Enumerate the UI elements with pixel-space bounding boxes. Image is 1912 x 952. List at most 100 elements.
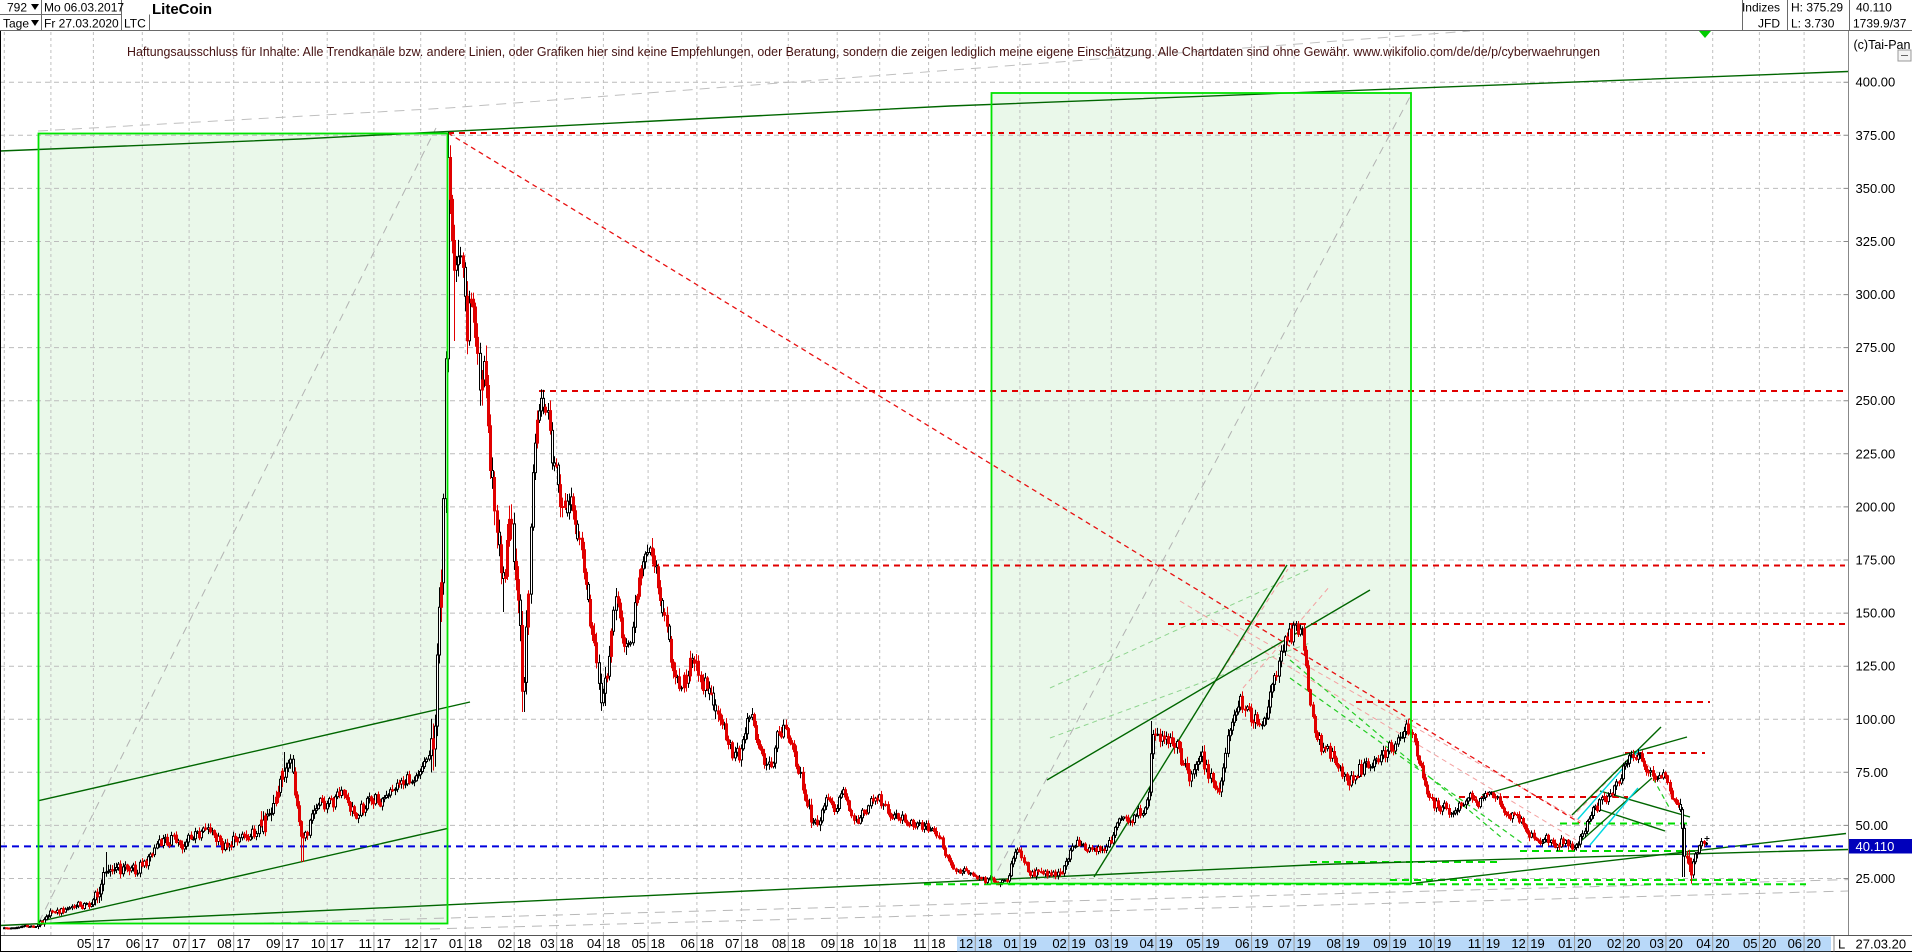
svg-text:Indizes: Indizes: [1742, 1, 1780, 15]
svg-text:18: 18: [744, 936, 758, 951]
svg-text:04: 04: [587, 936, 601, 951]
svg-text:18: 18: [606, 936, 620, 951]
svg-text:10: 10: [1418, 936, 1432, 951]
svg-text:(c)Tai-Pan: (c)Tai-Pan: [1854, 38, 1911, 52]
svg-text:20: 20: [1715, 936, 1729, 951]
svg-text:19: 19: [1071, 936, 1085, 951]
svg-text:17: 17: [285, 936, 299, 951]
svg-text:01: 01: [1003, 936, 1017, 951]
svg-text:18: 18: [559, 936, 573, 951]
svg-text:18: 18: [699, 936, 713, 951]
svg-text:H: 375.29: H: 375.29: [1791, 1, 1843, 15]
svg-text:L: L: [1838, 937, 1845, 952]
svg-text:200.00: 200.00: [1856, 499, 1896, 514]
svg-text:75.00: 75.00: [1856, 765, 1889, 780]
svg-text:11: 11: [1468, 936, 1482, 951]
svg-text:17: 17: [330, 936, 344, 951]
svg-text:09: 09: [266, 936, 280, 951]
svg-text:18: 18: [468, 936, 482, 951]
svg-text:02: 02: [1607, 936, 1621, 951]
svg-text:19: 19: [1392, 936, 1406, 951]
svg-text:19: 19: [1114, 936, 1128, 951]
svg-text:12: 12: [1511, 936, 1525, 951]
svg-text:18: 18: [931, 936, 945, 951]
svg-text:03: 03: [1649, 936, 1663, 951]
svg-text:05: 05: [632, 936, 646, 951]
svg-text:18: 18: [791, 936, 805, 951]
svg-text:300.00: 300.00: [1856, 287, 1896, 302]
svg-text:07: 07: [1278, 936, 1292, 951]
svg-text:01: 01: [449, 936, 463, 951]
svg-text:792: 792: [7, 1, 27, 15]
svg-text:06: 06: [1788, 936, 1802, 951]
svg-text:40.110: 40.110: [1856, 839, 1895, 854]
svg-text:05: 05: [1743, 936, 1757, 951]
svg-text:03: 03: [1095, 936, 1109, 951]
svg-text:09: 09: [1373, 936, 1387, 951]
svg-text:18: 18: [978, 936, 992, 951]
svg-text:Tage: Tage: [3, 17, 29, 31]
svg-text:25.000: 25.000: [1856, 871, 1896, 886]
svg-text:350.00: 350.00: [1856, 181, 1896, 196]
svg-text:17: 17: [236, 936, 250, 951]
svg-text:02: 02: [1052, 936, 1066, 951]
svg-text:18: 18: [651, 936, 665, 951]
svg-text:19: 19: [1297, 936, 1311, 951]
svg-text:175.00: 175.00: [1856, 552, 1896, 567]
svg-text:18: 18: [882, 936, 896, 951]
svg-text:L: 3.730: L: 3.730: [1791, 17, 1835, 31]
svg-text:19: 19: [1345, 936, 1359, 951]
svg-text:12: 12: [959, 936, 973, 951]
svg-text:07: 07: [725, 936, 739, 951]
svg-text:50.00: 50.00: [1856, 818, 1889, 833]
svg-text:17: 17: [96, 936, 110, 951]
svg-text:27.03.20: 27.03.20: [1856, 937, 1907, 952]
svg-text:03: 03: [540, 936, 554, 951]
svg-text:100.00: 100.00: [1856, 712, 1896, 727]
svg-text:375.00: 375.00: [1856, 128, 1896, 143]
svg-text:11: 11: [358, 936, 372, 951]
svg-text:400.00: 400.00: [1856, 75, 1896, 90]
svg-text:04: 04: [1139, 936, 1153, 951]
svg-text:10: 10: [311, 936, 325, 951]
svg-text:02: 02: [498, 936, 512, 951]
svg-text:10: 10: [863, 936, 877, 951]
svg-text:19: 19: [1530, 936, 1544, 951]
svg-text:06: 06: [680, 936, 694, 951]
svg-text:150.00: 150.00: [1856, 606, 1896, 621]
svg-text:07: 07: [173, 936, 187, 951]
svg-text:17: 17: [192, 936, 206, 951]
svg-text:19: 19: [1254, 936, 1268, 951]
svg-text:09: 09: [821, 936, 835, 951]
svg-text:08: 08: [1326, 936, 1340, 951]
svg-text:19: 19: [1437, 936, 1451, 951]
svg-text:20: 20: [1762, 936, 1776, 951]
svg-text:20: 20: [1807, 936, 1821, 951]
svg-text:LiteCoin: LiteCoin: [152, 1, 212, 18]
svg-text:275.00: 275.00: [1856, 340, 1896, 355]
svg-text:250.00: 250.00: [1856, 393, 1896, 408]
svg-text:18: 18: [517, 936, 531, 951]
svg-text:17: 17: [423, 936, 437, 951]
svg-text:Fr 27.03.2020: Fr 27.03.2020: [44, 17, 119, 31]
svg-text:20: 20: [1626, 936, 1640, 951]
svg-text:Haftungsausschluss für Inhalte: Haftungsausschluss für Inhalte: Alle Tre…: [127, 45, 1600, 59]
svg-text:125.00: 125.00: [1856, 659, 1896, 674]
svg-text:17: 17: [145, 936, 159, 951]
svg-text:06: 06: [1235, 936, 1249, 951]
svg-text:40.110: 40.110: [1856, 1, 1892, 15]
svg-text:18: 18: [840, 936, 854, 951]
svg-text:19: 19: [1205, 936, 1219, 951]
svg-text:20: 20: [1577, 936, 1591, 951]
svg-text:05: 05: [1186, 936, 1200, 951]
svg-text:17: 17: [376, 936, 390, 951]
svg-text:325.00: 325.00: [1856, 234, 1896, 249]
svg-text:12: 12: [404, 936, 418, 951]
svg-text:19: 19: [1158, 936, 1172, 951]
svg-text:19: 19: [1022, 936, 1036, 951]
svg-text:20: 20: [1668, 936, 1682, 951]
svg-text:01: 01: [1558, 936, 1572, 951]
svg-text:05: 05: [77, 936, 91, 951]
svg-text:19: 19: [1486, 936, 1500, 951]
svg-text:225.00: 225.00: [1856, 446, 1896, 461]
